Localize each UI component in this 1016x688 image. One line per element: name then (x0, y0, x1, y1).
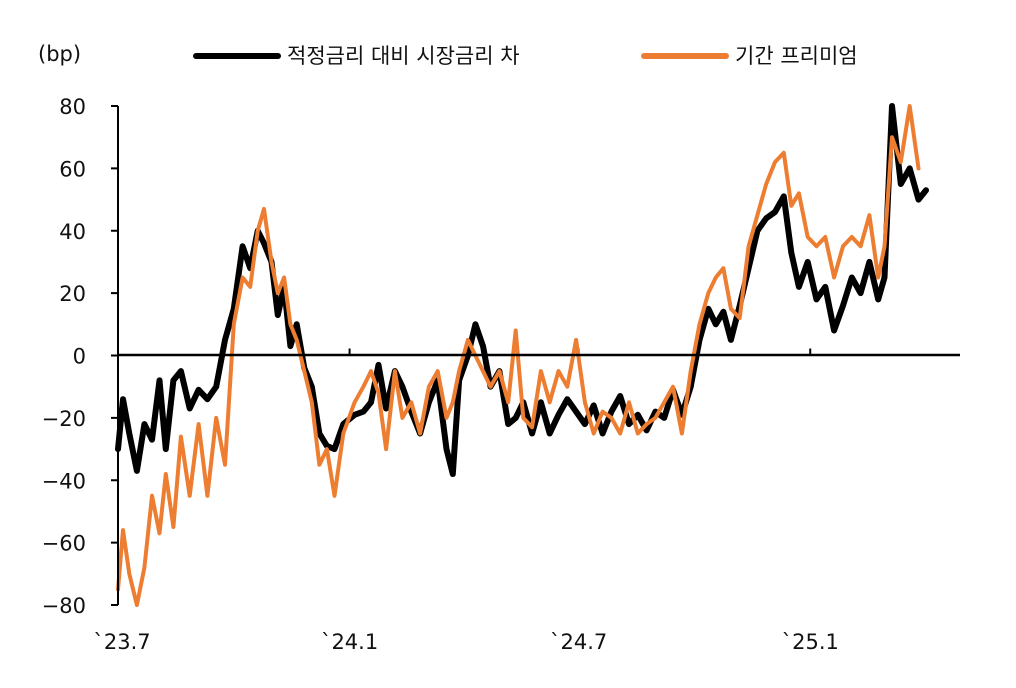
series-line-2 (116, 104, 921, 607)
y-axis: 80 60 40 20 0 −20 −40 −60 −80 (42, 95, 118, 618)
series-layer (115, 103, 929, 607)
y-tick-label: −80 (42, 594, 86, 618)
legend-label-series-1: 적정금리 대비 시장금리 차 (287, 44, 520, 68)
y-tick-label: 20 (59, 282, 86, 306)
x-tick-label: `25.1 (782, 630, 839, 654)
y-tick-label: 80 (59, 95, 86, 119)
legend-label-series-2: 기간 프리미엄 (735, 44, 858, 68)
y-tick-label: 60 (59, 157, 86, 181)
series-line-1 (115, 103, 929, 477)
x-tick-label: `24.1 (321, 630, 378, 654)
x-tick-label: `23.7 (93, 630, 150, 654)
y-tick-label: −20 (42, 407, 86, 431)
y-tick-label: 0 (73, 345, 86, 369)
x-axis: `23.7 `24.1 `24.7 `25.1 (93, 348, 839, 654)
y-axis-unit: (bp) (38, 42, 81, 66)
y-tick-label: −60 (42, 532, 86, 556)
legend: 적정금리 대비 시장금리 차 기간 프리미엄 (193, 44, 858, 68)
y-tick-label: −40 (42, 469, 86, 493)
y-tick-label: 40 (59, 220, 86, 244)
x-tick-label: `24.7 (550, 630, 607, 654)
